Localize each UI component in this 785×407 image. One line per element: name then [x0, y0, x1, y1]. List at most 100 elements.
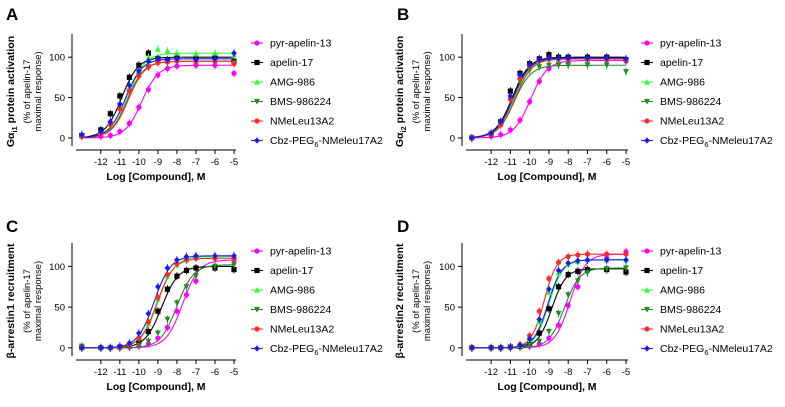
data-point — [155, 46, 161, 52]
data-point — [155, 55, 161, 62]
x-tick-label: -10 — [523, 157, 537, 168]
y-tick-label: 0 — [450, 133, 455, 144]
x-tick-label: -11 — [113, 157, 126, 168]
x-tick-label: -10 — [132, 367, 146, 378]
x-tick-label: -12 — [484, 157, 498, 168]
data-point — [507, 343, 514, 351]
data-point — [212, 263, 218, 270]
y-axis-label-line3: maximal response) — [422, 261, 433, 341]
data-point — [126, 88, 132, 94]
data-point — [145, 64, 151, 70]
x-tick-label: -10 — [132, 157, 146, 168]
x-tick-label: -6 — [603, 367, 611, 378]
legend-label: pyr-apelin-13 — [660, 246, 721, 258]
data-point — [193, 252, 199, 259]
y-axis-label-rest: protein activation — [5, 36, 17, 126]
data-point — [78, 344, 85, 351]
data-point — [623, 69, 629, 75]
chart-panel-c: C 0 50 100 -12 -11 -10 -9 -8 -7 -6 -5 Log [Compound]… — [5, 217, 383, 393]
data-point — [183, 267, 190, 274]
data-point — [212, 252, 218, 259]
data-point — [575, 284, 581, 290]
data-point — [584, 54, 591, 62]
data-point — [584, 256, 591, 263]
data-point — [623, 269, 629, 275]
data-point — [126, 82, 133, 89]
data-point — [546, 335, 552, 341]
data-point — [526, 335, 533, 342]
data-point — [536, 338, 543, 345]
data-point — [575, 252, 581, 258]
legend-label: AMG-986 — [660, 77, 705, 89]
y-axis-label-main: Gα — [5, 132, 17, 147]
legend-marker — [644, 78, 650, 85]
series-line-apelin-17 — [81, 56, 234, 138]
legend: pyr-apelin-13 apelin-17 AMG-986 BMS-986224 N… — [251, 38, 383, 149]
legend-label: AMG-986 — [270, 285, 315, 297]
data-point — [565, 302, 571, 309]
data-point — [136, 104, 142, 110]
data-point — [565, 292, 572, 298]
data-point — [507, 92, 514, 100]
y-tick-label: 100 — [49, 262, 65, 273]
x-tick-label: -12 — [94, 157, 108, 168]
y-axis-label-sub: i2 — [399, 126, 408, 132]
legend-marker — [254, 267, 260, 274]
x-tick-label: -10 — [523, 367, 537, 378]
y-tick-label: 50 — [444, 303, 455, 314]
y-axis-label: Gαi2 protein activation — [394, 36, 408, 147]
data-point — [574, 278, 581, 285]
data-point — [623, 55, 629, 62]
data-point — [584, 270, 591, 276]
legend-label: apelin-17 — [660, 265, 703, 277]
legend-marker — [644, 345, 650, 352]
x-tick-label: -6 — [603, 157, 611, 168]
y-axis-label: β-arrestin1 recruitment — [5, 243, 17, 358]
data-point — [126, 120, 132, 126]
data-point — [231, 252, 237, 259]
legend-marker — [644, 267, 650, 274]
legend-marker — [254, 326, 260, 332]
legend-marker — [254, 286, 260, 293]
data-point — [555, 267, 562, 274]
legend-marker — [644, 248, 650, 254]
y-axis-label-line3: maximal response) — [33, 261, 44, 341]
data-point — [145, 338, 152, 345]
data-point — [155, 294, 161, 300]
y-tick-label: 50 — [54, 303, 65, 314]
legend-label: apelin-17 — [270, 57, 313, 69]
legend-label: Cbz-PEG6-NMeleu17A2 — [270, 343, 383, 357]
data-point — [145, 328, 151, 335]
data-point — [555, 284, 562, 290]
legend-marker — [644, 137, 650, 144]
data-point — [603, 266, 610, 272]
data-point — [507, 127, 513, 133]
data-point — [497, 344, 504, 351]
data-point — [575, 268, 581, 274]
x-tick-label: -11 — [504, 367, 517, 378]
legend-label: pyr-apelin-13 — [270, 246, 331, 258]
data-point — [164, 286, 171, 292]
legend-marker — [254, 59, 260, 66]
data-point — [231, 50, 237, 57]
legend-label: apelin-17 — [660, 57, 703, 69]
data-point — [212, 55, 218, 62]
data-point — [536, 56, 543, 63]
data-point — [155, 335, 161, 341]
data-point — [145, 54, 152, 60]
legend-label: AMG-986 — [660, 285, 705, 297]
x-tick-label: -8 — [173, 157, 181, 168]
x-tick-label: -11 — [113, 367, 126, 378]
data-point — [517, 342, 523, 349]
data-point — [135, 67, 142, 75]
panel-label: D — [397, 217, 409, 236]
legend-marker — [644, 98, 650, 105]
legend-label: apelin-17 — [270, 265, 313, 277]
legend-marker — [644, 59, 650, 66]
x-axis-label: Log [Compound], M — [106, 171, 205, 183]
x-tick-label: -7 — [192, 367, 200, 378]
legend-label: Cbz-PEG6-NMeleu17A2 — [660, 135, 773, 149]
data-point — [164, 65, 171, 72]
data-point — [107, 344, 114, 351]
y-axis-label-line2: (% of apelin-17 — [22, 269, 33, 333]
